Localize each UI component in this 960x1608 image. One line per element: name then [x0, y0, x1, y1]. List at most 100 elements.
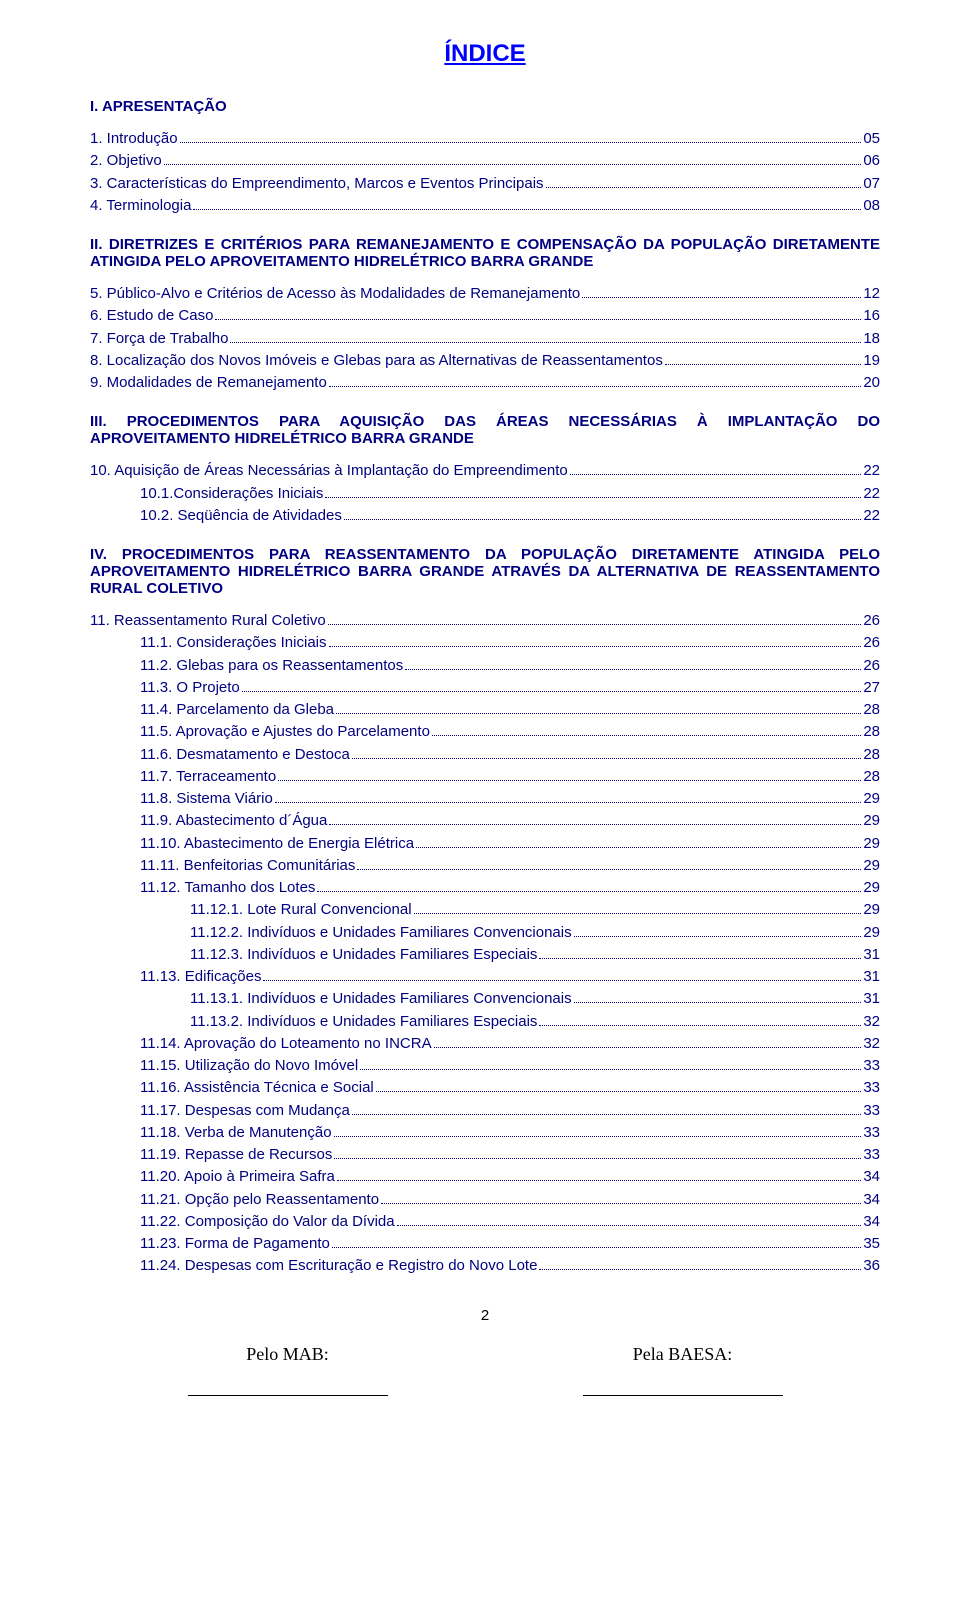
footer: Pelo MAB: Pela BAESA: — [90, 1344, 880, 1396]
toc-page: 31 — [863, 945, 880, 965]
toc-line: 11.20. Apoio à Primeira Safra34 — [90, 1167, 880, 1187]
toc-label: 11.22. Composição do Valor da Dívida — [140, 1212, 395, 1232]
toc-page: 07 — [863, 174, 880, 194]
sig-left: Pelo MAB: — [188, 1344, 388, 1396]
toc-dots — [242, 691, 862, 692]
toc-label: 6. Estudo de Caso — [90, 306, 213, 326]
toc-page: 26 — [863, 633, 880, 653]
toc-line: 11.1. Considerações Iniciais 26 — [90, 633, 880, 653]
toc-dots — [570, 474, 862, 475]
toc-dots — [164, 164, 862, 165]
toc-label: 11.1. Considerações Iniciais — [140, 633, 327, 653]
toc-page: 27 — [863, 678, 880, 698]
toc-label: 11.12.3. Indivíduos e Unidades Familiare… — [190, 945, 537, 965]
toc-line: 11.21. Opção pelo Reassentamento34 — [90, 1190, 880, 1210]
toc-dots — [215, 319, 861, 320]
toc-line: 11.4. Parcelamento da Gleba 28 — [90, 700, 880, 720]
section-1-head: I. APRESENTAÇÃO — [90, 98, 880, 115]
document-title: ÍNDICE — [90, 40, 880, 68]
toc-line: 11.22. Composição do Valor da Dívida 34 — [90, 1212, 880, 1232]
toc-page: 32 — [863, 1012, 880, 1032]
toc-label: 11.9. Abastecimento d´Água — [140, 811, 327, 831]
toc-dots — [416, 847, 861, 848]
toc-dots — [376, 1091, 862, 1092]
toc-page: 12 — [863, 284, 880, 304]
sig-line-left — [188, 1395, 388, 1396]
toc-dots — [275, 802, 861, 803]
toc-page: 06 — [863, 151, 880, 171]
toc-dots — [334, 1136, 862, 1137]
toc-line: 11.17. Despesas com Mudança33 — [90, 1101, 880, 1121]
toc-line: 11.13. Edificações31 — [90, 967, 880, 987]
toc-line: 11.13.1. Indivíduos e Unidades Familiare… — [90, 989, 880, 1009]
toc-page: 28 — [863, 767, 880, 787]
toc-label: 11.16. Assistência Técnica e Social — [140, 1078, 374, 1098]
toc-dots — [539, 1025, 861, 1026]
toc-dots — [193, 209, 861, 210]
toc-label: 11.6. Desmatamento e Destoca — [140, 745, 350, 765]
toc-label: 10.2. Seqüência de Atividades — [140, 506, 342, 526]
toc-page: 29 — [863, 856, 880, 876]
toc-dots — [325, 497, 861, 498]
toc-line: 9. Modalidades de Remanejamento20 — [90, 373, 880, 393]
toc-line: 2. Objetivo 06 — [90, 151, 880, 171]
toc-dots — [334, 1158, 861, 1159]
toc-page: 26 — [863, 611, 880, 631]
toc-page: 32 — [863, 1034, 880, 1054]
toc-dots — [414, 913, 862, 914]
toc-dots — [278, 780, 861, 781]
toc-dots — [397, 1225, 862, 1226]
toc-label: 11.7. Terraceamento — [140, 767, 276, 787]
toc-label: 11.12. Tamanho dos Lotes — [140, 878, 315, 898]
toc-label: 11.13. Edificações — [140, 967, 261, 987]
toc-line: 11.3. O Projeto 27 — [90, 678, 880, 698]
toc-label: 11.4. Parcelamento da Gleba — [140, 700, 334, 720]
toc-line: 8. Localização dos Novos Imóveis e Gleba… — [90, 351, 880, 371]
toc-line: 7. Força de Trabalho18 — [90, 329, 880, 349]
toc-label: 11. Reassentamento Rural Coletivo — [90, 611, 326, 631]
toc-dots — [352, 1114, 861, 1115]
toc-label: 11.20. Apoio à Primeira Safra — [140, 1167, 335, 1187]
toc-line: 11.12.2. Indivíduos e Unidades Familiare… — [90, 923, 880, 943]
toc-label: 11.13.1. Indivíduos e Unidades Familiare… — [190, 989, 572, 1009]
toc-dots — [574, 936, 862, 937]
section-3-head: III. PROCEDIMENTOS PARA AQUISIÇÃO DAS ÁR… — [90, 413, 880, 447]
toc-dots — [332, 1247, 861, 1248]
toc-label: 11.8. Sistema Viário — [140, 789, 273, 809]
toc-line: 11.13.2. Indivíduos e Unidades Familiare… — [90, 1012, 880, 1032]
toc-page: 28 — [863, 700, 880, 720]
sig-left-label: Pelo MAB: — [246, 1344, 329, 1364]
toc-label: 11.3. O Projeto — [140, 678, 240, 698]
toc-page: 29 — [863, 834, 880, 854]
sig-right-label: Pela BAESA: — [633, 1344, 733, 1364]
toc-dots — [329, 646, 862, 647]
toc-dots — [263, 980, 861, 981]
toc-page: 34 — [863, 1212, 880, 1232]
toc-page: 08 — [863, 196, 880, 216]
toc-line: 1. Introdução 05 — [90, 129, 880, 149]
toc-line: 11.12. Tamanho dos Lotes29 — [90, 878, 880, 898]
toc-page: 29 — [863, 789, 880, 809]
toc-label: 2. Objetivo — [90, 151, 162, 171]
toc-dots — [357, 869, 861, 870]
toc-page: 16 — [863, 306, 880, 326]
toc-page: 22 — [863, 506, 880, 526]
toc-page: 33 — [863, 1078, 880, 1098]
toc-page: 05 — [863, 129, 880, 149]
toc-dots — [432, 735, 861, 736]
toc-label: 5. Público-Alvo e Critérios de Acesso às… — [90, 284, 580, 304]
toc-label: 1. Introdução — [90, 129, 178, 149]
toc-page: 22 — [863, 484, 880, 504]
toc-line: 3. Características do Empreendimento, Ma… — [90, 174, 880, 194]
toc-dots — [539, 958, 861, 959]
toc-line: 11.11. Benfeitorias Comunitárias29 — [90, 856, 880, 876]
toc-label: 11.15. Utilização do Novo Imóvel — [140, 1056, 358, 1076]
toc-dots — [328, 624, 862, 625]
toc-page: 20 — [863, 373, 880, 393]
toc-line: 11.19. Repasse de Recursos33 — [90, 1145, 880, 1165]
toc-dots — [329, 386, 861, 387]
toc-dots — [539, 1269, 861, 1270]
toc-page: 22 — [863, 461, 880, 481]
toc-label: 3. Características do Empreendimento, Ma… — [90, 174, 544, 194]
toc-line: 11.24. Despesas com Escrituração e Regis… — [90, 1256, 880, 1276]
